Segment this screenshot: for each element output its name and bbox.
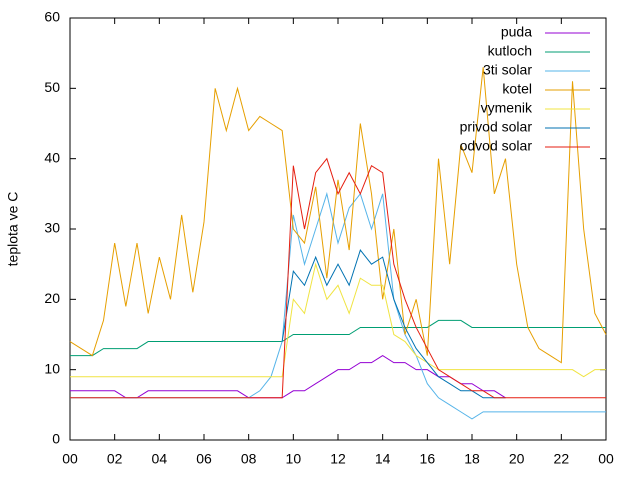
x-tick-label: 16 xyxy=(420,451,436,467)
x-tick-label: 08 xyxy=(241,451,257,467)
series-line xyxy=(70,262,606,378)
x-tick-label: 14 xyxy=(375,451,391,467)
series-line xyxy=(281,249,506,399)
legend-label: vymenik xyxy=(481,100,533,116)
series-line xyxy=(70,355,506,399)
y-tick-label: 40 xyxy=(44,149,60,165)
x-tick-label: 00 xyxy=(598,451,614,467)
x-tick-label: 04 xyxy=(152,451,168,467)
x-tick-label: 12 xyxy=(330,451,346,467)
x-tick-label: 06 xyxy=(196,451,212,467)
y-axis-label: teplota ve C xyxy=(5,192,21,267)
x-tick-label: 20 xyxy=(509,451,525,467)
legend-label: 3ti solar xyxy=(483,62,532,78)
series-line xyxy=(70,319,606,357)
legend-label: odvod solar xyxy=(460,138,533,154)
y-tick-label: 60 xyxy=(44,9,60,25)
x-tick-label: 22 xyxy=(554,451,570,467)
y-tick-label: 30 xyxy=(44,220,60,236)
legend-label: puda xyxy=(501,24,532,40)
x-tick-label: 00 xyxy=(62,451,78,467)
x-tick-label: 02 xyxy=(107,451,123,467)
series-line xyxy=(69,67,607,364)
x-tick-label: 18 xyxy=(464,451,480,467)
x-tick-label: 10 xyxy=(286,451,302,467)
legend-label: kutloch xyxy=(488,43,532,59)
y-tick-label: 20 xyxy=(44,290,60,306)
y-tick-label: 0 xyxy=(52,431,60,447)
legend-label: privod solar xyxy=(460,119,533,135)
legend-label: kotel xyxy=(502,81,532,97)
y-tick-label: 10 xyxy=(44,360,60,376)
series-line xyxy=(70,191,606,420)
series-line xyxy=(70,157,606,399)
y-tick-label: 50 xyxy=(44,79,60,95)
